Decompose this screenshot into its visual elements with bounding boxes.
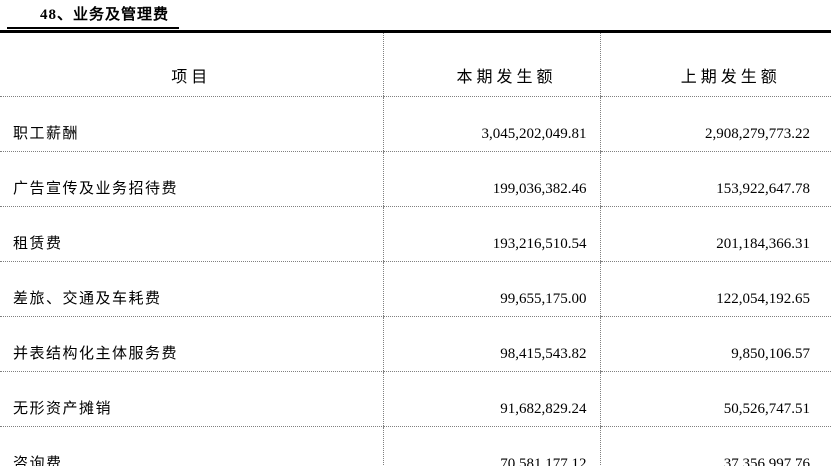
prior-amount-cell: 153,922,647.78 [599, 151, 831, 207]
item-cell: 并表结构化主体服务费 [0, 316, 383, 372]
current-amount-cell: 70,581,177.12 [382, 426, 600, 466]
item-cell: 差旅、交通及车耗费 [0, 261, 383, 317]
section-title-container: 48、业务及管理费 [7, 0, 831, 29]
current-amount-cell: 199,036,382.46 [382, 151, 600, 207]
item-cell: 咨询费 [0, 426, 383, 466]
prior-amount-cell: 9,850,106.57 [599, 316, 831, 372]
current-amount-cell: 3,045,202,049.81 [382, 96, 600, 152]
current-amount-cell: 193,216,510.54 [382, 206, 600, 262]
column-header-item: 项目 [0, 31, 383, 97]
table-row: 广告宣传及业务招待费 199,036,382.46 153,922,647.78 [0, 151, 831, 207]
table-row: 咨询费 70,581,177.12 37,356,997.76 [0, 426, 831, 466]
table-row: 差旅、交通及车耗费 99,655,175.00 122,054,192.65 [0, 261, 831, 317]
current-amount-cell: 99,655,175.00 [382, 261, 600, 317]
expenses-table: 项目 本期发生额 上期发生额 职工薪酬 3,045,202,049.81 2,9… [0, 30, 831, 466]
section-title: 48、业务及管理费 [7, 6, 180, 29]
current-amount-cell: 98,415,543.82 [382, 316, 600, 372]
prior-amount-cell: 122,054,192.65 [599, 261, 831, 317]
table-row: 租赁费 193,216,510.54 201,184,366.31 [0, 206, 831, 262]
table-row: 并表结构化主体服务费 98,415,543.82 9,850,106.57 [0, 316, 831, 372]
item-cell: 职工薪酬 [0, 96, 383, 152]
current-amount-cell: 91,682,829.24 [382, 371, 600, 427]
column-header-prior: 上期发生额 [599, 31, 831, 97]
table-header-row: 项目 本期发生额 上期发生额 [0, 31, 831, 97]
table-row: 无形资产摊销 91,682,829.24 50,526,747.51 [0, 371, 831, 427]
item-cell: 无形资产摊销 [0, 371, 383, 427]
item-cell: 租赁费 [0, 206, 383, 262]
prior-amount-cell: 201,184,366.31 [599, 206, 831, 262]
column-header-current: 本期发生额 [382, 31, 600, 97]
prior-amount-cell: 37,356,997.76 [599, 426, 831, 466]
prior-amount-cell: 2,908,279,773.22 [599, 96, 831, 152]
table-row: 职工薪酬 3,045,202,049.81 2,908,279,773.22 [0, 96, 831, 152]
item-cell: 广告宣传及业务招待费 [0, 151, 383, 207]
prior-amount-cell: 50,526,747.51 [599, 371, 831, 427]
